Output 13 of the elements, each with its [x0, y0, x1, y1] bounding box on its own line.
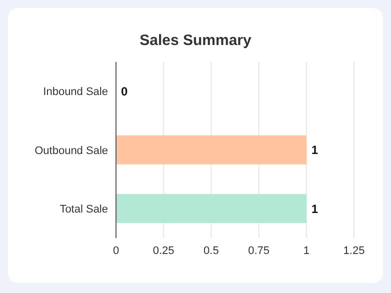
- chart-title: Sales Summary: [138, 32, 252, 49]
- x-tick-label: 1.25: [343, 244, 365, 257]
- x-tick-label: 0: [112, 244, 120, 257]
- y-tick-label: Total Sale: [60, 204, 108, 216]
- data-label: 1: [311, 143, 318, 158]
- x-tick-label: 0.5: [204, 244, 219, 257]
- x-tick-label: 1: [303, 244, 310, 257]
- x-tick-label: 0.25: [152, 244, 174, 257]
- data-label: 0: [121, 84, 128, 99]
- x-tick-label: 0.75: [248, 244, 270, 257]
- y-tick-label: Outbound Sale: [34, 144, 108, 157]
- data-label: 1: [311, 202, 318, 216]
- y-tick-label: Inbound Sale: [43, 86, 108, 98]
